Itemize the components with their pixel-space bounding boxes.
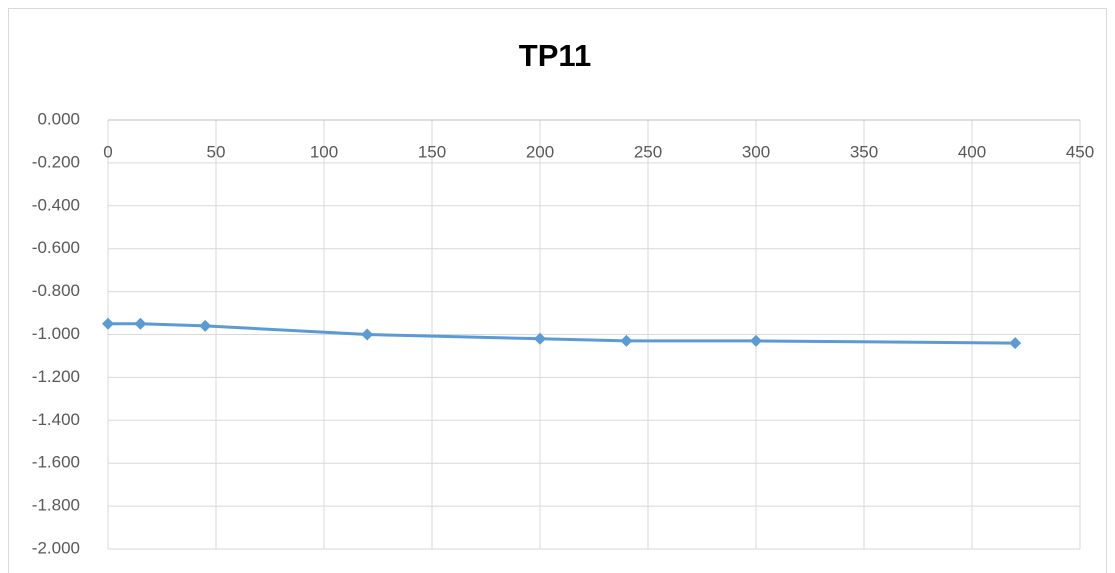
y-tick-label: -1.400: [32, 410, 80, 429]
data-point: [134, 317, 147, 330]
chart-title: TP11: [519, 38, 591, 73]
data-point: [534, 332, 546, 345]
x-tick-label: 50: [207, 142, 226, 161]
y-tick-label: -1.200: [32, 367, 80, 386]
data-point: [620, 334, 633, 347]
chart-frame: [8, 8, 1107, 573]
x-tick-label: 400: [958, 142, 986, 161]
x-tick-label: 350: [850, 142, 878, 161]
y-tick-label: -0.200: [32, 152, 80, 171]
x-tick-label: 0: [103, 142, 112, 161]
x-tick-label: 450: [1066, 142, 1094, 161]
data-point: [199, 319, 212, 332]
x-tick-label: 100: [310, 142, 338, 161]
y-tick-label: -2.000: [32, 538, 80, 557]
y-tick-label: -1.000: [32, 324, 80, 343]
x-tick-label: 300: [742, 142, 770, 161]
data-point: [1009, 337, 1022, 350]
x-tick-label: 250: [634, 142, 662, 161]
y-tick-label: -1.600: [32, 453, 80, 472]
y-tick-label: -0.800: [32, 281, 80, 300]
y-tick-label: -0.600: [32, 238, 80, 257]
data-point: [102, 317, 114, 330]
x-tick-label: 150: [418, 142, 446, 161]
y-tick-label: -1.800: [32, 496, 80, 515]
y-tick-label: 0.000: [37, 109, 80, 128]
series-line: [108, 322, 1016, 345]
data-point: [750, 334, 762, 347]
x-tick-label: 200: [526, 142, 554, 161]
y-tick-label: -0.400: [32, 195, 80, 214]
data-point: [361, 328, 374, 341]
